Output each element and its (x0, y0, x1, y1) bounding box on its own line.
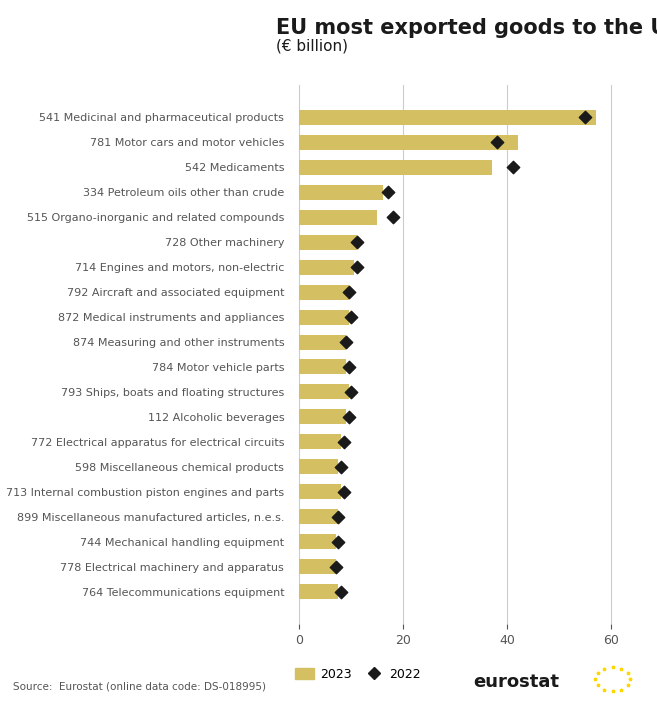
Text: (€ billion): (€ billion) (276, 39, 348, 54)
Point (351, 262, 362, 273)
Bar (300, 110, 596, 125)
Text: eurostat: eurostat (473, 674, 559, 691)
Point (341, 336, 351, 347)
Point (346, 386, 357, 398)
Point (351, 236, 362, 247)
Bar (300, 410, 346, 425)
Point (336, 586, 346, 598)
Text: Source:  Eurostat (online data code: DS-018995): Source: Eurostat (online data code: DS-0… (13, 681, 266, 691)
Bar (300, 160, 492, 174)
Bar (300, 259, 354, 274)
Point (382, 186, 393, 198)
Bar (300, 559, 336, 574)
Bar (300, 210, 377, 225)
Bar (300, 435, 341, 450)
Bar (300, 284, 349, 299)
Bar (300, 235, 357, 250)
Point (580, 111, 591, 123)
Point (344, 411, 354, 423)
Bar (300, 510, 338, 525)
Text: EU most exported goods to the United States, 2023: EU most exported goods to the United Sta… (276, 18, 657, 38)
Bar (300, 184, 382, 199)
Bar (300, 384, 349, 399)
Point (491, 136, 502, 147)
Bar (300, 459, 338, 474)
Point (333, 536, 344, 547)
Point (388, 211, 398, 223)
Bar (300, 584, 338, 599)
Bar (300, 535, 336, 549)
Bar (300, 310, 349, 325)
Point (507, 162, 518, 173)
Point (346, 311, 357, 323)
Bar (300, 135, 518, 150)
Bar (300, 335, 346, 350)
Point (338, 486, 349, 498)
Point (330, 562, 341, 573)
Point (336, 462, 346, 473)
Point (333, 511, 344, 523)
Bar (300, 484, 341, 499)
Point (344, 286, 354, 298)
Bar (300, 359, 346, 374)
Point (344, 362, 354, 373)
Legend: 2023, 2022: 2023, 2022 (296, 668, 421, 681)
Point (338, 436, 349, 447)
